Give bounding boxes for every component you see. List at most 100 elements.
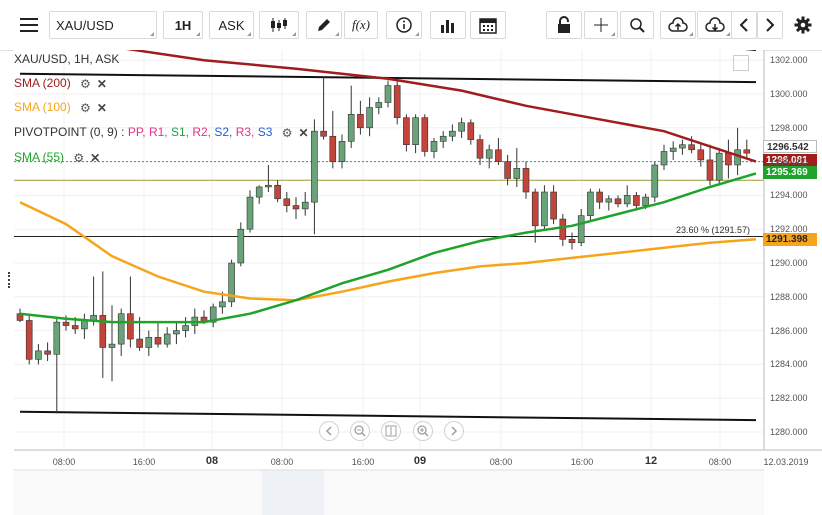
close-icon[interactable]: ✕ [96, 100, 107, 115]
sma200-line [125, 50, 757, 163]
candle-body [62, 321, 70, 326]
dropdown-corner-icon [335, 32, 339, 36]
gear-icon[interactable]: ⚙ [281, 125, 293, 140]
candle-body [495, 149, 502, 162]
pan-left-button[interactable] [319, 421, 339, 441]
lock-button[interactable] [546, 11, 582, 39]
pan-right-button[interactable] [444, 421, 464, 441]
price-tick-label: 1282.000 [770, 393, 808, 404]
scroll-left-button[interactable] [731, 11, 757, 39]
candle-body [614, 198, 622, 205]
candle-body [25, 320, 33, 360]
candle-body [292, 205, 300, 210]
gear-icon[interactable]: ⚙ [80, 100, 91, 115]
info-button[interactable] [386, 11, 422, 39]
candle-body [403, 117, 410, 146]
cloud-upload-icon [668, 17, 688, 32]
time-tick-label: 09 [413, 455, 427, 467]
candle-body [504, 161, 511, 179]
volume-button[interactable] [430, 11, 466, 39]
zoom-in-icon [417, 425, 429, 437]
chevron-left-icon [325, 426, 332, 436]
panel-drag-handle[interactable] [8, 272, 13, 288]
reset-icon [385, 425, 397, 437]
sma55-label: SMA (55) [14, 150, 65, 164]
price-type-selector[interactable]: ASK [209, 11, 254, 39]
maximize-icon[interactable] [733, 55, 749, 71]
navigator-window[interactable] [262, 470, 324, 515]
time-tick-label: 16:00 [351, 457, 375, 467]
navigator-panel[interactable] [14, 470, 764, 515]
zoom-in-button[interactable] [413, 421, 433, 441]
candle-body [485, 149, 493, 159]
reset-zoom-button[interactable] [381, 421, 401, 441]
candle-body [255, 186, 263, 198]
dropdown-corner-icon [150, 32, 154, 36]
gear-icon[interactable]: ⚙ [73, 150, 85, 165]
hamburger-icon [20, 18, 38, 32]
candle-body [513, 168, 521, 179]
upload-button[interactable] [660, 11, 696, 39]
candle-body [338, 141, 346, 162]
draw-tool-button[interactable] [306, 11, 342, 39]
pivot-level-label: R1, [148, 125, 171, 139]
zoom-button[interactable] [620, 11, 654, 39]
time-tick-label: 08 [205, 455, 219, 467]
zoom-out-button[interactable] [350, 421, 370, 441]
gear-icon[interactable]: ⚙ [80, 76, 91, 91]
candle-body [697, 149, 705, 161]
chart-type-button[interactable] [259, 11, 299, 39]
candle-body [669, 147, 677, 152]
candle-body [163, 333, 171, 345]
price-tick-label: 1296.000 [770, 156, 808, 167]
price-tick-label: 1302.000 [770, 55, 808, 66]
time-tick-label: 12.03.2019 [763, 457, 809, 467]
pivot-level-label: R3, [235, 125, 258, 139]
candle-body [522, 168, 530, 193]
crosshair-button[interactable] [584, 11, 618, 39]
timeframe-selector[interactable]: 1H [163, 11, 203, 39]
candle-body [329, 135, 337, 162]
chevron-right-icon [451, 426, 458, 436]
menu-button[interactable] [12, 11, 46, 39]
indicators-button[interactable]: f(x) [344, 11, 378, 39]
dropdown-corner-icon [292, 32, 296, 36]
dropdown-corner-icon [726, 32, 730, 36]
pivot-separator: : [117, 125, 128, 139]
pivot-level-label: S3 [257, 125, 276, 139]
candle-body [467, 122, 475, 140]
close-icon[interactable]: ✕ [90, 150, 101, 165]
price-chart[interactable] [0, 50, 822, 515]
scroll-right-button[interactable] [757, 11, 783, 39]
dropdown-corner-icon [415, 32, 419, 36]
close-icon[interactable]: ✕ [298, 125, 309, 140]
calendar-button[interactable] [470, 11, 506, 39]
candle-body [412, 117, 419, 146]
time-tick-label: 08:00 [708, 457, 732, 467]
price-tick-label: 1300.000 [770, 89, 808, 99]
candle-body [35, 350, 42, 360]
symbol-selector[interactable]: XAU/USD [49, 11, 157, 39]
candle-body [633, 195, 640, 206]
candle-body [108, 343, 116, 348]
function-icon: f(x) [351, 17, 371, 32]
sma55-price-label: 1295.369 [763, 166, 817, 180]
settings-button[interactable] [790, 11, 816, 39]
legend-sma100: SMA (100) ⚙ ✕ [14, 100, 107, 115]
close-icon[interactable]: ✕ [96, 76, 107, 91]
candle-body [127, 313, 134, 340]
crosshair-icon [594, 18, 608, 32]
candle-body [228, 262, 235, 303]
candle-body [439, 135, 447, 142]
candle-body [53, 321, 61, 355]
candle-body [559, 218, 567, 240]
candle-body [743, 149, 751, 154]
candle-body [421, 117, 429, 152]
legend-title: XAU/USD, 1H, ASK [14, 52, 120, 66]
chevron-left-icon [739, 18, 748, 32]
candle-body [384, 85, 392, 103]
candle-body [237, 228, 245, 264]
download-button[interactable] [697, 11, 733, 39]
pivot-level-label: S2, [214, 125, 236, 139]
legend-pivot: PIVOTPOINT (0, 9) : PP, R1, S1, R2, S2, … [14, 125, 309, 140]
